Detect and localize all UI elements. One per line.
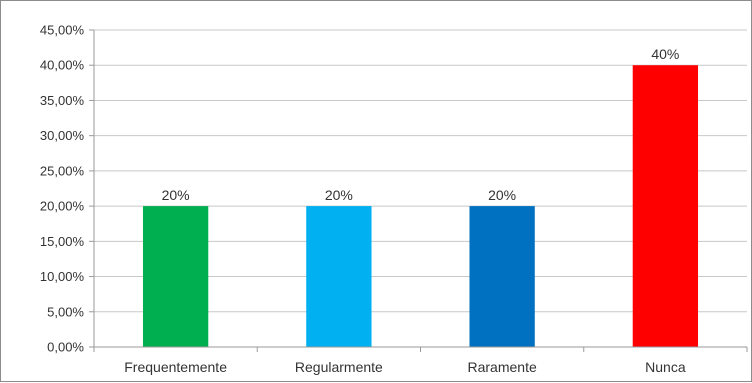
y-tick-label: 30,00% <box>40 128 85 143</box>
y-axis-tick-labels: 0,00% 5,00% 10,00% 15,00% 20,00% 25,00% 30,00%… <box>40 23 85 355</box>
y-tick-label: 35,00% <box>40 93 85 108</box>
x-category-label: Nunca <box>645 359 686 375</box>
y-tick-label: 25,00% <box>40 163 85 178</box>
y-tick-label: 45,00% <box>40 23 85 38</box>
y-tick-label: 10,00% <box>40 269 85 284</box>
x-category-label: Frequentemente <box>124 359 227 375</box>
bar <box>142 206 209 347</box>
y-tick-label: 40,00% <box>40 58 85 73</box>
data-labels: 20% 20% 20% 40% <box>162 46 680 203</box>
y-tick-label: 15,00% <box>40 234 85 249</box>
data-label: 40% <box>651 46 679 62</box>
y-tick-label: 20,00% <box>40 199 85 214</box>
y-tick-label: 0,00% <box>47 340 84 355</box>
data-label: 20% <box>488 187 516 203</box>
x-category-label: Regularmente <box>295 359 383 375</box>
bars <box>142 65 699 347</box>
data-label: 20% <box>162 187 190 203</box>
x-category-label: Raramente <box>467 359 536 375</box>
y-tick-label: 5,00% <box>47 304 84 319</box>
x-axis-category-labels: Frequentemente Regularmente Raramente Nunca <box>124 359 686 375</box>
bar <box>306 206 372 347</box>
data-label: 20% <box>325 187 353 203</box>
axes <box>89 29 748 352</box>
bar <box>632 65 699 347</box>
bar <box>469 206 535 347</box>
